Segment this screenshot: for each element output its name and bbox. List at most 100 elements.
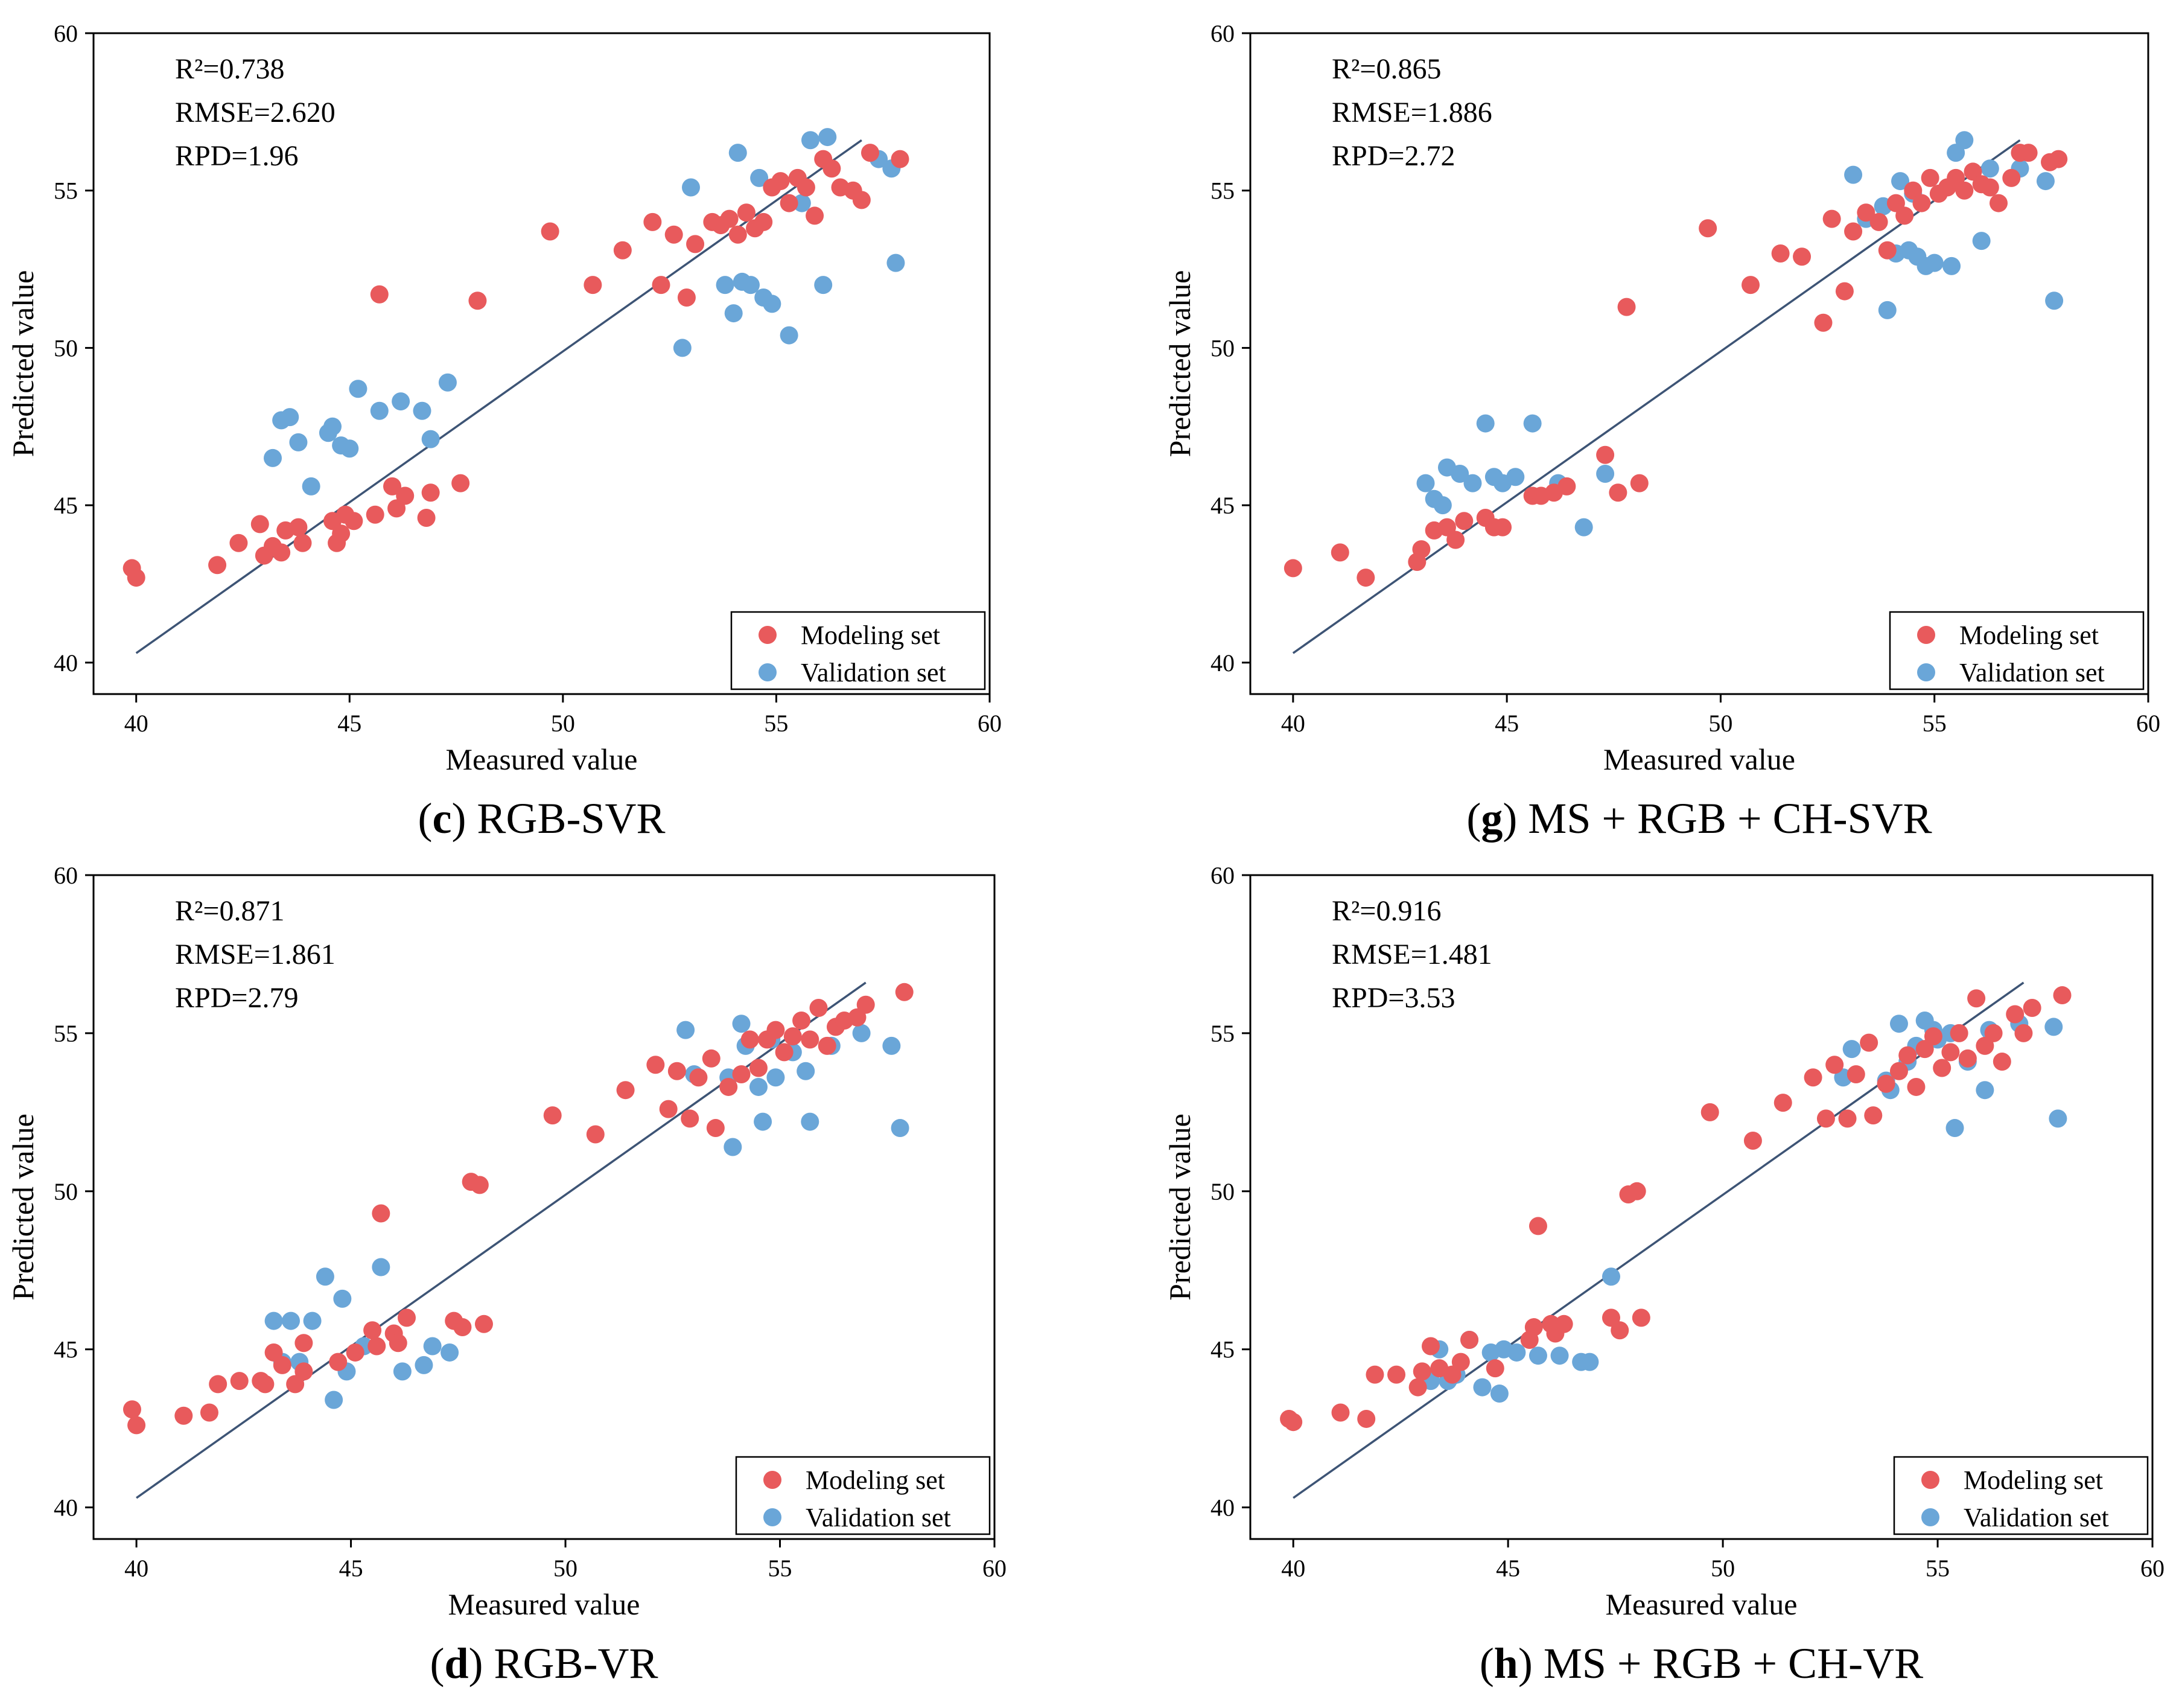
modeling-point <box>740 1030 759 1049</box>
validation-point <box>1507 1343 1526 1362</box>
validation-point <box>1955 131 1974 150</box>
modeling-point <box>470 1176 489 1194</box>
caption-label: RGB-SVR <box>477 794 665 843</box>
modeling-point <box>1446 531 1465 549</box>
modeling-point <box>861 144 879 162</box>
modeling-point <box>2006 1005 2025 1024</box>
modeling-point <box>1980 178 1999 197</box>
y-tick-label: 60 <box>1210 20 1235 47</box>
validation-point <box>370 401 389 420</box>
modeling-point <box>1864 1106 1883 1125</box>
validation-point <box>1889 1015 1908 1033</box>
modeling-point <box>1524 1318 1543 1337</box>
modeling-point <box>732 1065 751 1083</box>
validation-point <box>316 1267 334 1286</box>
legend-modeling-marker <box>763 1471 781 1489</box>
modeling-point <box>1493 518 1512 537</box>
plot-frame <box>1249 32 2149 695</box>
stat-line: RMSE=1.481 <box>1332 938 1492 970</box>
modeling-point <box>616 1081 635 1100</box>
modeling-point <box>797 178 815 197</box>
modeling-point <box>681 1109 699 1128</box>
modeling-point <box>1357 569 1375 587</box>
modeling-point <box>421 483 440 502</box>
modeling-point <box>1357 1409 1376 1428</box>
y-tick-label: 45 <box>1210 492 1235 519</box>
modeling-point <box>677 288 696 307</box>
validation-point <box>1580 1353 1599 1371</box>
validation-point <box>724 304 743 323</box>
modeling-point <box>584 276 602 295</box>
modeling-point <box>397 1308 416 1327</box>
modeling-point <box>754 212 773 231</box>
fit-line <box>135 139 862 654</box>
modeling-point <box>543 1106 562 1125</box>
y-axis-label: Predicted value <box>6 1114 40 1301</box>
validation-point <box>763 295 781 313</box>
modeling-point <box>1898 1046 1917 1065</box>
modeling-point <box>1773 1094 1792 1112</box>
modeling-point <box>1627 1182 1646 1200</box>
validation-point <box>749 1077 768 1096</box>
modeling-point <box>1912 194 1931 212</box>
validation-point <box>728 144 747 162</box>
validation-point <box>1473 1378 1492 1397</box>
validation-point <box>676 1021 695 1039</box>
modeling-point <box>1486 1359 1504 1378</box>
x-tick-label: 40 <box>124 710 148 737</box>
validation-point <box>742 276 760 295</box>
validation-point <box>441 1343 459 1362</box>
stat-line: RPD=2.72 <box>1332 140 1455 172</box>
stat-line: RPD=1.96 <box>175 140 298 172</box>
validation-point <box>372 1258 390 1276</box>
y-tick-label: 55 <box>1210 177 1235 205</box>
validation-point <box>282 1311 301 1330</box>
modeling-point <box>891 150 909 168</box>
panel-g: 40 45 50 55 60 40 45 50 55 60 Measured value Predic… <box>1163 20 2160 843</box>
validation-point <box>891 1119 909 1138</box>
validation-point <box>281 408 299 427</box>
validation-point <box>392 392 410 411</box>
validation-point <box>801 1112 819 1131</box>
modeling-point <box>775 1043 794 1062</box>
modeling-point <box>468 292 487 310</box>
validation-point <box>882 1036 901 1055</box>
modeling-point <box>1878 241 1897 260</box>
validation-point <box>682 178 700 197</box>
caption-label: MS + RGB + CH-VR <box>1544 1639 1923 1687</box>
modeling-point <box>451 474 470 492</box>
x-tick-label: 55 <box>1923 710 1947 737</box>
modeling-point <box>737 203 755 222</box>
validation-point <box>323 417 342 436</box>
modeling-point <box>643 212 662 231</box>
stat-line: R²=0.865 <box>1332 53 1441 85</box>
y-tick-label: 55 <box>54 1020 78 1047</box>
modeling-point <box>1869 212 1888 231</box>
modeling-point <box>1984 1024 2003 1042</box>
modeling-point <box>264 1343 283 1362</box>
modeling-point <box>659 1100 678 1118</box>
y-tick-label: 40 <box>54 649 78 677</box>
modeling-point <box>367 1337 386 1356</box>
validation-point <box>797 1062 815 1080</box>
validation-point <box>333 1289 352 1308</box>
y-tick-label: 60 <box>1210 862 1235 889</box>
modeling-point <box>417 509 436 527</box>
modeling-point <box>2053 986 2072 1005</box>
caption-letter: g <box>1481 794 1503 843</box>
y-axis-label: Predicted value <box>1163 1114 1197 1301</box>
modeling-point <box>1915 1040 1934 1059</box>
modeling-point <box>646 1056 665 1074</box>
panel-caption: (c) RGB-SVR <box>418 794 665 843</box>
modeling-point <box>1366 1365 1384 1384</box>
caption-label: RGB-VR <box>494 1639 658 1687</box>
modeling-point <box>1617 298 1636 316</box>
modeling-point <box>818 1036 836 1055</box>
y-tick-label: 60 <box>54 20 78 47</box>
validation-point <box>1574 518 1593 537</box>
modeling-point <box>474 1314 493 1333</box>
validation-point <box>1842 1040 1861 1059</box>
x-tick-label: 50 <box>551 710 575 737</box>
validation-point <box>1976 1081 1994 1100</box>
caption-paren: ) <box>1518 1639 1544 1687</box>
